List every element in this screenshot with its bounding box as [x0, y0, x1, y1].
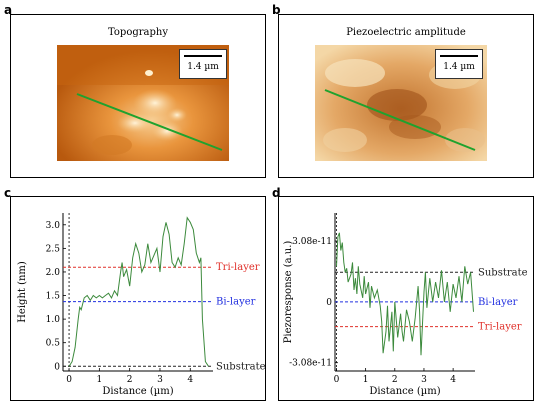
panel-c-frame: 0 1 2 3 4 0 0.5 1.0 1.5 2.0 2.5 3.0 Distance (µm) Hei…	[10, 196, 266, 401]
y-axis-label: Piezoresponse (a.u.)	[283, 241, 294, 344]
scale-box-b: 1.4 µm	[435, 49, 483, 79]
scale-bar-a	[184, 55, 222, 57]
x-tick-label: 0	[334, 375, 340, 385]
topography-map	[57, 45, 229, 161]
panel-b-title: Piezoelectric amplitude	[346, 27, 466, 38]
x-axis-label: Distance (µm)	[102, 386, 173, 397]
x-axis-label: Distance (µm)	[369, 386, 440, 397]
topography-image: 1.4 µm	[57, 45, 229, 161]
x-tick-label: 3	[157, 375, 163, 385]
y-tick-label: 2.5	[46, 244, 61, 254]
y-tick-label: 0	[326, 298, 332, 308]
x-tick-label: 3	[421, 375, 427, 385]
scale-box-a: 1.4 µm	[179, 49, 227, 79]
piezo-amplitude-image: 1.4 µm	[315, 45, 487, 161]
y-tick-label: 1.0	[46, 315, 61, 325]
reference-line-label: Bi-layer	[478, 297, 518, 308]
scale-bar-b	[440, 55, 478, 57]
x-tick-label: 0	[66, 375, 72, 385]
y-tick-label: -3.08e-11	[289, 359, 332, 369]
x-tick-label: 2	[392, 375, 398, 385]
reference-line-label: Substrate	[216, 361, 265, 372]
panel-c-letter: c	[4, 186, 12, 200]
x-tick-label: 1	[96, 375, 102, 385]
reference-line-label: Tri-layer	[216, 262, 260, 273]
topography-profile-line	[76, 93, 223, 151]
reference-line-label: Bi-layer	[216, 297, 256, 308]
reference-line-label: Tri-layer	[478, 322, 522, 333]
scale-label-b: 1.4 µm	[443, 62, 475, 72]
x-tick-label: 4	[187, 375, 193, 385]
height-profile-chart: 0 1 2 3 4 0 0.5 1.0 1.5 2.0 2.5 3.0 Distance (µm) Hei…	[17, 213, 266, 397]
scale-label-a: 1.4 µm	[187, 62, 219, 72]
panel-b-frame: Piezoelectric amplitude 1.4 µm	[278, 14, 534, 178]
panel-a-frame: Topography	[10, 14, 266, 178]
profile-trace	[336, 232, 474, 356]
y-tick-label: 2.0	[46, 268, 61, 278]
reference-line-label: Substrate	[478, 267, 528, 278]
profile-trace	[68, 216, 209, 367]
y-axis-label: Height (nm)	[17, 261, 28, 323]
x-tick-label: 2	[127, 375, 133, 385]
piezo-profile-line	[324, 89, 476, 151]
panel-d-letter: d	[272, 186, 281, 200]
x-tick-label: 1	[363, 375, 369, 385]
panel-d-frame: 0 1 2 3 4 3.08e-11 0 -3.08e-11 Distance (µm) Piez…	[278, 196, 534, 401]
x-tick-label: 4	[450, 375, 456, 385]
panel-a-title: Topography	[108, 27, 168, 38]
y-tick-label: 3.08e-11	[292, 237, 332, 247]
y-tick-label: 0	[54, 362, 60, 372]
y-tick-label: 3.0	[46, 221, 61, 231]
y-tick-label: 1.5	[46, 292, 61, 302]
panel-b-letter: b	[272, 3, 281, 17]
y-tick-label: 0.5	[46, 339, 61, 349]
panel-a-letter: a	[4, 3, 13, 17]
